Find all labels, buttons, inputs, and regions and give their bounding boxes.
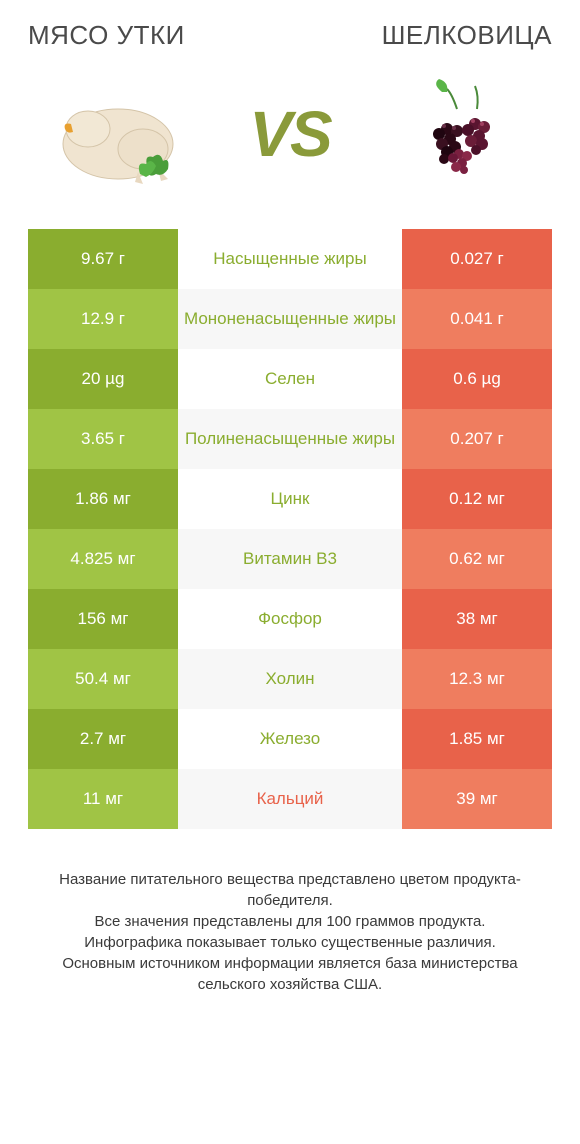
cell-right: 0.027 г [402, 229, 552, 289]
cell-label: Мононенасыщенные жиры [178, 289, 402, 349]
footer-text: Название питательного вещества представл… [28, 869, 552, 995]
footer-line: Инфографика показывает только существенн… [38, 932, 542, 953]
table-row: 9.67 гНасыщенные жиры0.027 г [28, 229, 552, 289]
comparison-table: 9.67 гНасыщенные жиры0.027 г12.9 гМононе… [28, 229, 552, 829]
cell-right: 0.12 мг [402, 469, 552, 529]
cell-label: Железо [178, 709, 402, 769]
cell-left: 20 µg [28, 349, 178, 409]
cell-label: Селен [178, 349, 402, 409]
mulberry-image [382, 69, 542, 199]
cell-right: 39 мг [402, 769, 552, 829]
header: МЯСО УТКИ ШЕЛКОВИЦА [28, 20, 552, 51]
table-row: 156 мгФосфор38 мг [28, 589, 552, 649]
cell-right: 0.6 µg [402, 349, 552, 409]
table-row: 4.825 мгВитамин B30.62 мг [28, 529, 552, 589]
table-row: 1.86 мгЦинк0.12 мг [28, 469, 552, 529]
cell-right: 0.62 мг [402, 529, 552, 589]
table-row: 12.9 гМононенасыщенные жиры0.041 г [28, 289, 552, 349]
cell-right: 0.041 г [402, 289, 552, 349]
cell-label: Витамин B3 [178, 529, 402, 589]
cell-label: Кальций [178, 769, 402, 829]
cell-left: 50.4 мг [28, 649, 178, 709]
cell-left: 11 мг [28, 769, 178, 829]
cell-left: 3.65 г [28, 409, 178, 469]
table-row: 2.7 мгЖелезо1.85 мг [28, 709, 552, 769]
cell-left: 156 мг [28, 589, 178, 649]
title-right: ШЕЛКОВИЦА [382, 20, 552, 51]
footer-line: Все значения представлены для 100 граммо… [38, 911, 542, 932]
cell-left: 2.7 мг [28, 709, 178, 769]
cell-right: 38 мг [402, 589, 552, 649]
cell-left: 9.67 г [28, 229, 178, 289]
cell-left: 1.86 мг [28, 469, 178, 529]
vs-label: VS [249, 97, 330, 171]
cell-left: 4.825 мг [28, 529, 178, 589]
cell-label: Цинк [178, 469, 402, 529]
table-row: 3.65 гПолиненасыщенные жиры0.207 г [28, 409, 552, 469]
cell-right: 0.207 г [402, 409, 552, 469]
cell-right: 12.3 мг [402, 649, 552, 709]
table-row: 20 µgСелен0.6 µg [28, 349, 552, 409]
cell-right: 1.85 мг [402, 709, 552, 769]
table-row: 50.4 мгХолин12.3 мг [28, 649, 552, 709]
duck-image [38, 69, 198, 199]
images-row: VS [28, 69, 552, 199]
footer-line: Название питательного вещества представл… [38, 869, 542, 911]
cell-label: Насыщенные жиры [178, 229, 402, 289]
cell-left: 12.9 г [28, 289, 178, 349]
footer-line: Основным источником информации является … [38, 953, 542, 995]
table-row: 11 мгКальций39 мг [28, 769, 552, 829]
cell-label: Холин [178, 649, 402, 709]
cell-label: Полиненасыщенные жиры [178, 409, 402, 469]
cell-label: Фосфор [178, 589, 402, 649]
title-left: МЯСО УТКИ [28, 20, 185, 51]
